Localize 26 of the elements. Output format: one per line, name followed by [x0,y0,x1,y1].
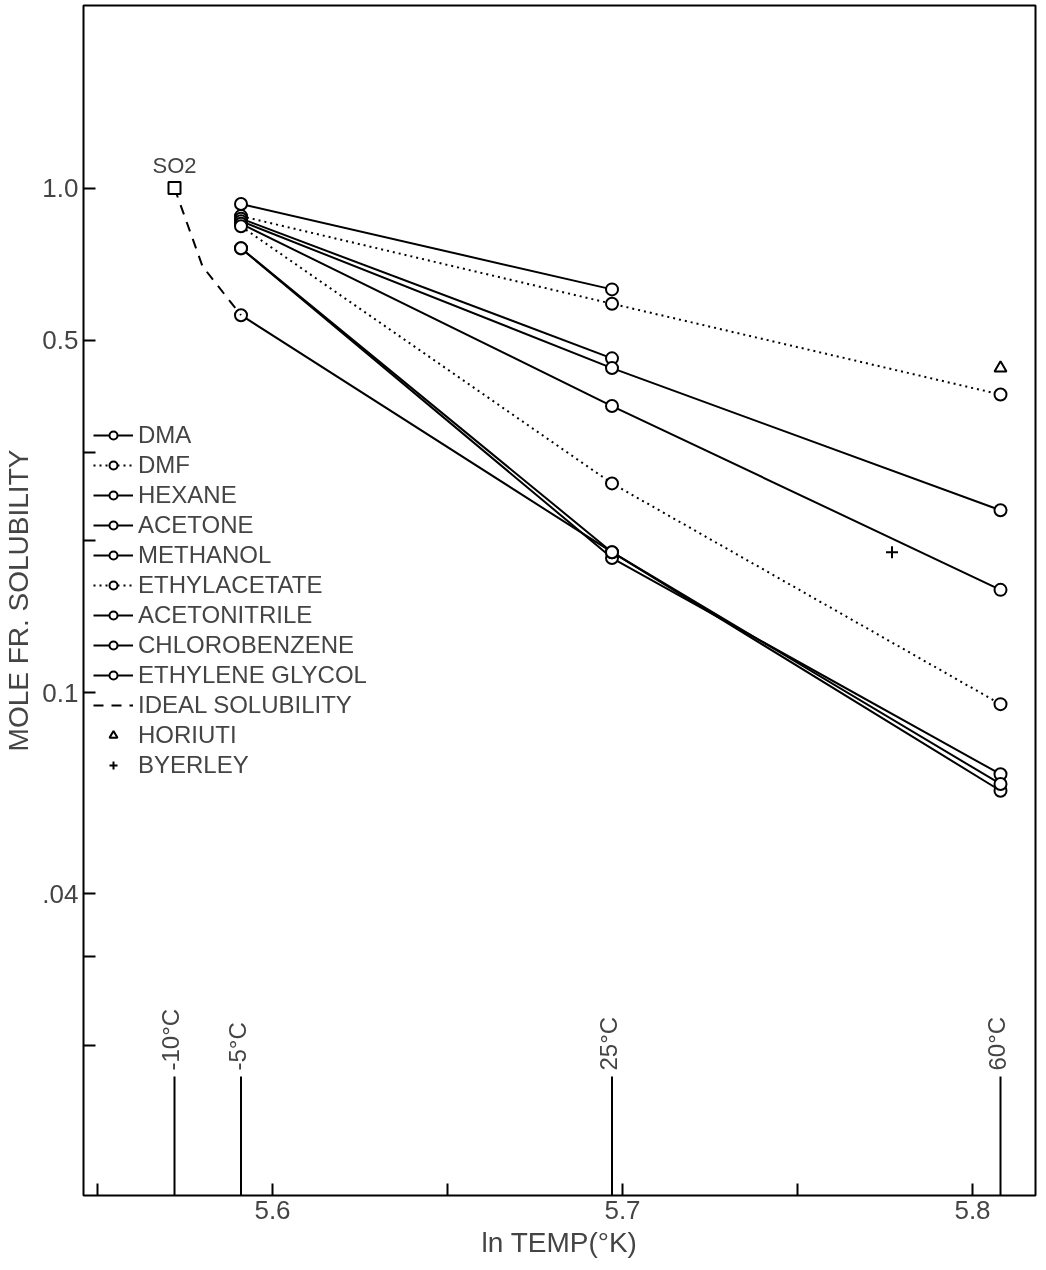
annotation: SO2 [152,153,197,179]
x-axis-title: ln TEMP(°K) [481,1226,637,1258]
x-tick-label: 5.7 [604,1194,641,1225]
ref-line-label: -10°C [157,1008,185,1071]
legend-label: HORIUTI [138,721,237,749]
legend-label: CHLOROBENZENE [138,631,355,659]
x-tick-label: 5.8 [954,1194,991,1225]
legend-label: ACETONE [138,511,254,539]
legend-label: ETHYLACETATE [138,571,323,599]
legend-label: DMA [138,421,192,449]
legend-label: HEXANE [138,481,237,509]
y-axis-title: MOLE FR. SOLUBILITY [3,449,35,752]
y-tick-label: 0.1 [42,677,79,708]
y-tick-label: 0.5 [42,325,79,356]
ref-line-label: -5°C [224,1022,251,1071]
y-tick-label: 1.0 [42,173,79,204]
ref-line-label: 60°C [983,1016,1011,1071]
x-tick-label: 5.6 [254,1194,291,1225]
ref-line-label: 25°C [595,1016,622,1071]
legend-label: ETHYLENE GLYCOL [138,661,367,689]
legend-label: METHANOL [138,541,272,569]
y-tick-label: .04 [42,878,79,909]
legend-label: BYERLEY [138,751,249,779]
legend-label: ACETONITRILE [138,601,313,629]
legend-label: IDEAL SOLUBILITY [138,691,352,719]
legend-label: DMF [138,451,190,479]
